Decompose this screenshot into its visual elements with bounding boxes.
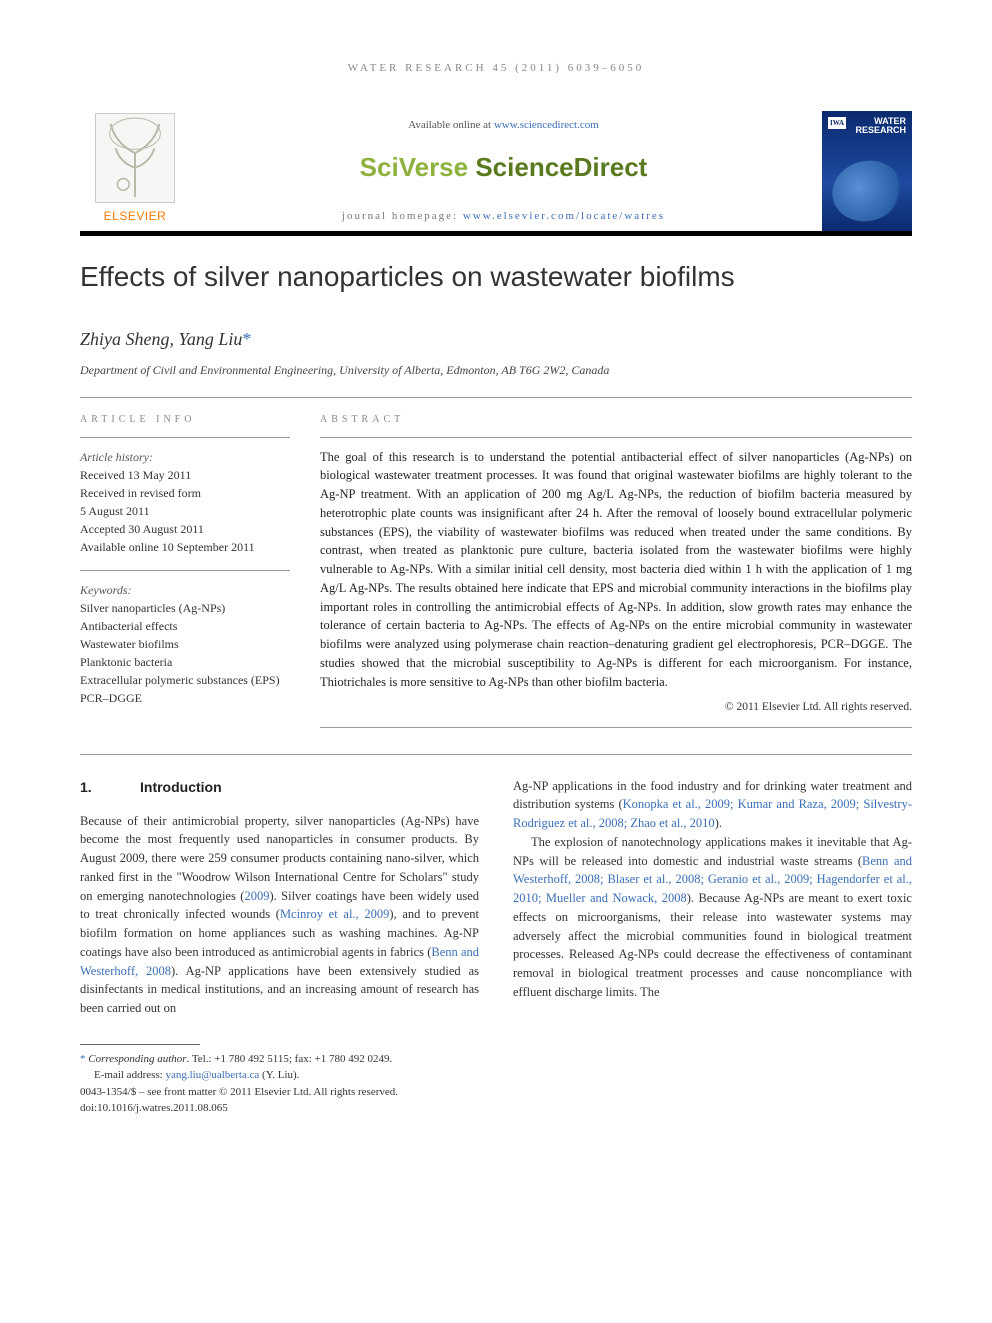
abstract-label: ABSTRACT <box>320 412 912 427</box>
keywords-block: Keywords: Silver nanoparticles (Ag-NPs) … <box>80 581 290 707</box>
keyword: Antibacterial effects <box>80 617 290 635</box>
section-number: 1. <box>80 777 140 798</box>
corresponding-author-footnote: * Corresponding author. Tel.: +1 780 492… <box>80 1051 912 1068</box>
full-width-divider <box>80 754 912 755</box>
available-online-line: Available online at www.sciencedirect.co… <box>200 117 807 134</box>
publisher-logo-block: ELSEVIER <box>80 107 190 231</box>
authors-names: Zhiya Sheng, Yang Liu <box>80 329 242 349</box>
corr-author-tel: Tel.: +1 780 492 5115; fax: +1 780 492 0… <box>192 1053 392 1065</box>
corr-email-line: E-mail address: yang.liu@ualberta.ca (Y.… <box>80 1067 912 1084</box>
section-heading-intro: 1.Introduction <box>80 777 479 798</box>
cover-swirl-icon <box>825 152 908 228</box>
running-header: WATER RESEARCH 45 (2011) 6039–6050 <box>80 60 912 77</box>
history-received: Received 13 May 2011 <box>80 466 290 484</box>
running-vol: 45 (2011) 6039–6050 <box>492 62 644 74</box>
keyword: Silver nanoparticles (Ag-NPs) <box>80 599 290 617</box>
email-who: (Y. Liu). <box>259 1069 299 1081</box>
text-run: The explosion of nanotechnology applicat… <box>513 835 912 868</box>
journal-cover-block: IWA WATER RESEARCH <box>817 107 912 231</box>
intro-paragraph-3: The explosion of nanotechnology applicat… <box>513 833 912 1002</box>
issn-line: 0043-1354/$ – see front matter © 2011 El… <box>80 1084 912 1101</box>
corr-email-link[interactable]: yang.liu@ualberta.ca <box>165 1069 259 1081</box>
keywords-label: Keywords: <box>80 581 290 599</box>
abstract-divider-top <box>320 437 912 438</box>
star-icon: * <box>80 1053 86 1065</box>
history-revised-a: Received in revised form <box>80 484 290 502</box>
elsevier-tree-icon <box>95 113 175 203</box>
footnote-separator <box>80 1044 200 1045</box>
sciverse-part-a: SciVerse <box>360 152 476 182</box>
available-online-prefix: Available online at <box>408 119 494 131</box>
cover-title-line2: RESEARCH <box>855 125 906 135</box>
abstract-divider-bottom <box>320 727 912 728</box>
info-divider-2 <box>80 570 290 571</box>
keyword: PCR–DGGE <box>80 689 290 707</box>
citation-link[interactable]: Mcinroy et al., 2009 <box>280 907 389 921</box>
cover-title: WATER RESEARCH <box>855 117 906 137</box>
body-column-right: Ag-NP applications in the food industry … <box>513 777 912 1018</box>
abstract-text: The goal of this research is to understa… <box>320 448 912 692</box>
email-label: E-mail address: <box>94 1069 165 1081</box>
corr-author-label: Corresponding author <box>88 1053 186 1065</box>
footnotes-block: * Corresponding author. Tel.: +1 780 492… <box>80 1051 912 1117</box>
corresponding-marker: * <box>242 329 251 349</box>
sciencedirect-link[interactable]: www.sciencedirect.com <box>494 119 599 131</box>
history-accepted: Accepted 30 August 2011 <box>80 520 290 538</box>
history-revised-b: 5 August 2011 <box>80 502 290 520</box>
journal-homepage-label: journal homepage: <box>342 210 463 222</box>
article-history-block: Article history: Received 13 May 2011 Re… <box>80 448 290 556</box>
section-title: Introduction <box>140 779 222 795</box>
intro-paragraph-1: Because of their antimicrobial property,… <box>80 812 479 1018</box>
sciencedirect-part-b: ScienceDirect <box>475 152 647 182</box>
article-info-label: ARTICLE INFO <box>80 412 290 427</box>
iwa-badge: IWA <box>828 117 846 130</box>
elsevier-wordmark: ELSEVIER <box>104 207 167 225</box>
copyright-line: © 2011 Elsevier Ltd. All rights reserved… <box>320 699 912 716</box>
keyword: Wastewater biofilms <box>80 635 290 653</box>
abstract-column: ABSTRACT The goal of this research is to… <box>320 412 912 728</box>
header-bar: ELSEVIER Available online at www.science… <box>80 107 912 236</box>
info-divider-1 <box>80 437 290 438</box>
divider-top <box>80 397 912 398</box>
journal-homepage-link[interactable]: www.elsevier.com/locate/watres <box>463 210 665 222</box>
affiliation: Department of Civil and Environmental En… <box>80 361 912 379</box>
body-columns: 1.Introduction Because of their antimicr… <box>80 777 912 1018</box>
text-run: ). <box>715 816 722 830</box>
article-info-column: ARTICLE INFO Article history: Received 1… <box>80 412 290 728</box>
doi-line: doi:10.1016/j.watres.2011.08.065 <box>80 1100 912 1117</box>
header-center: Available online at www.sciencedirect.co… <box>190 107 817 231</box>
journal-cover-icon: IWA WATER RESEARCH <box>822 111 912 231</box>
info-abstract-row: ARTICLE INFO Article history: Received 1… <box>80 412 912 728</box>
intro-paragraph-2: Ag-NP applications in the food industry … <box>513 777 912 833</box>
keyword: Planktonic bacteria <box>80 653 290 671</box>
text-run: ). Because Ag-NPs are meant to exert tox… <box>513 891 912 999</box>
citation-link[interactable]: 2009 <box>244 889 269 903</box>
article-title: Effects of silver nanoparticles on waste… <box>80 256 912 298</box>
authors-line: Zhiya Sheng, Yang Liu* <box>80 326 912 353</box>
keyword: Extracellular polymeric substances (EPS) <box>80 671 290 689</box>
sciverse-logo: SciVerse ScienceDirect <box>200 148 807 187</box>
running-journal: WATER RESEARCH <box>348 62 487 74</box>
body-column-left: 1.Introduction Because of their antimicr… <box>80 777 479 1018</box>
history-label: Article history: <box>80 448 290 466</box>
journal-homepage-line: journal homepage: www.elsevier.com/locat… <box>200 208 807 225</box>
history-online: Available online 10 September 2011 <box>80 538 290 556</box>
cover-title-line1: WATER <box>874 116 906 126</box>
